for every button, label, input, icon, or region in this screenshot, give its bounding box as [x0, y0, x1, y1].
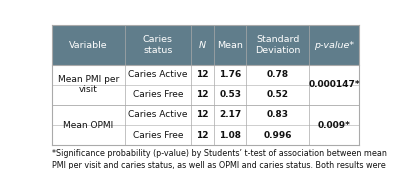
Text: Caries Free: Caries Free	[133, 90, 183, 99]
Text: Mean: Mean	[218, 41, 243, 50]
Text: N: N	[199, 41, 206, 50]
Text: 0.78: 0.78	[267, 70, 289, 79]
Bar	[52, 26, 359, 65]
Text: *Significance probability (p-value) by Students’ t-test of association between m: *Significance probability (p-value) by S…	[52, 149, 386, 169]
Text: 0.53: 0.53	[219, 90, 241, 99]
Text: 12: 12	[196, 90, 209, 99]
Bar	[52, 85, 359, 105]
Text: 0.000147*: 0.000147*	[308, 80, 360, 89]
Text: Caries Active: Caries Active	[128, 70, 188, 79]
Text: Caries
status: Caries status	[143, 35, 173, 55]
Text: Standard
Deviation: Standard Deviation	[255, 35, 300, 55]
Bar	[52, 125, 359, 145]
Text: 0.83: 0.83	[267, 111, 289, 119]
Text: 2.17: 2.17	[219, 111, 242, 119]
Text: 0.52: 0.52	[267, 90, 289, 99]
Text: 0.996: 0.996	[264, 131, 292, 140]
Bar	[52, 105, 359, 125]
Text: Mean OPMI: Mean OPMI	[63, 120, 113, 129]
Bar	[52, 65, 359, 85]
Text: 1.08: 1.08	[219, 131, 241, 140]
Text: Variable: Variable	[69, 41, 108, 50]
Text: 1.76: 1.76	[219, 70, 242, 79]
Text: 12: 12	[196, 70, 209, 79]
Text: p-value*: p-value*	[314, 41, 354, 50]
Text: Caries Active: Caries Active	[128, 111, 188, 119]
Text: 12: 12	[196, 131, 209, 140]
Text: 0.009*: 0.009*	[318, 120, 350, 129]
Text: Caries Free: Caries Free	[133, 131, 183, 140]
Text: 12: 12	[196, 111, 209, 119]
Text: Mean PMI per
visit: Mean PMI per visit	[58, 75, 119, 94]
